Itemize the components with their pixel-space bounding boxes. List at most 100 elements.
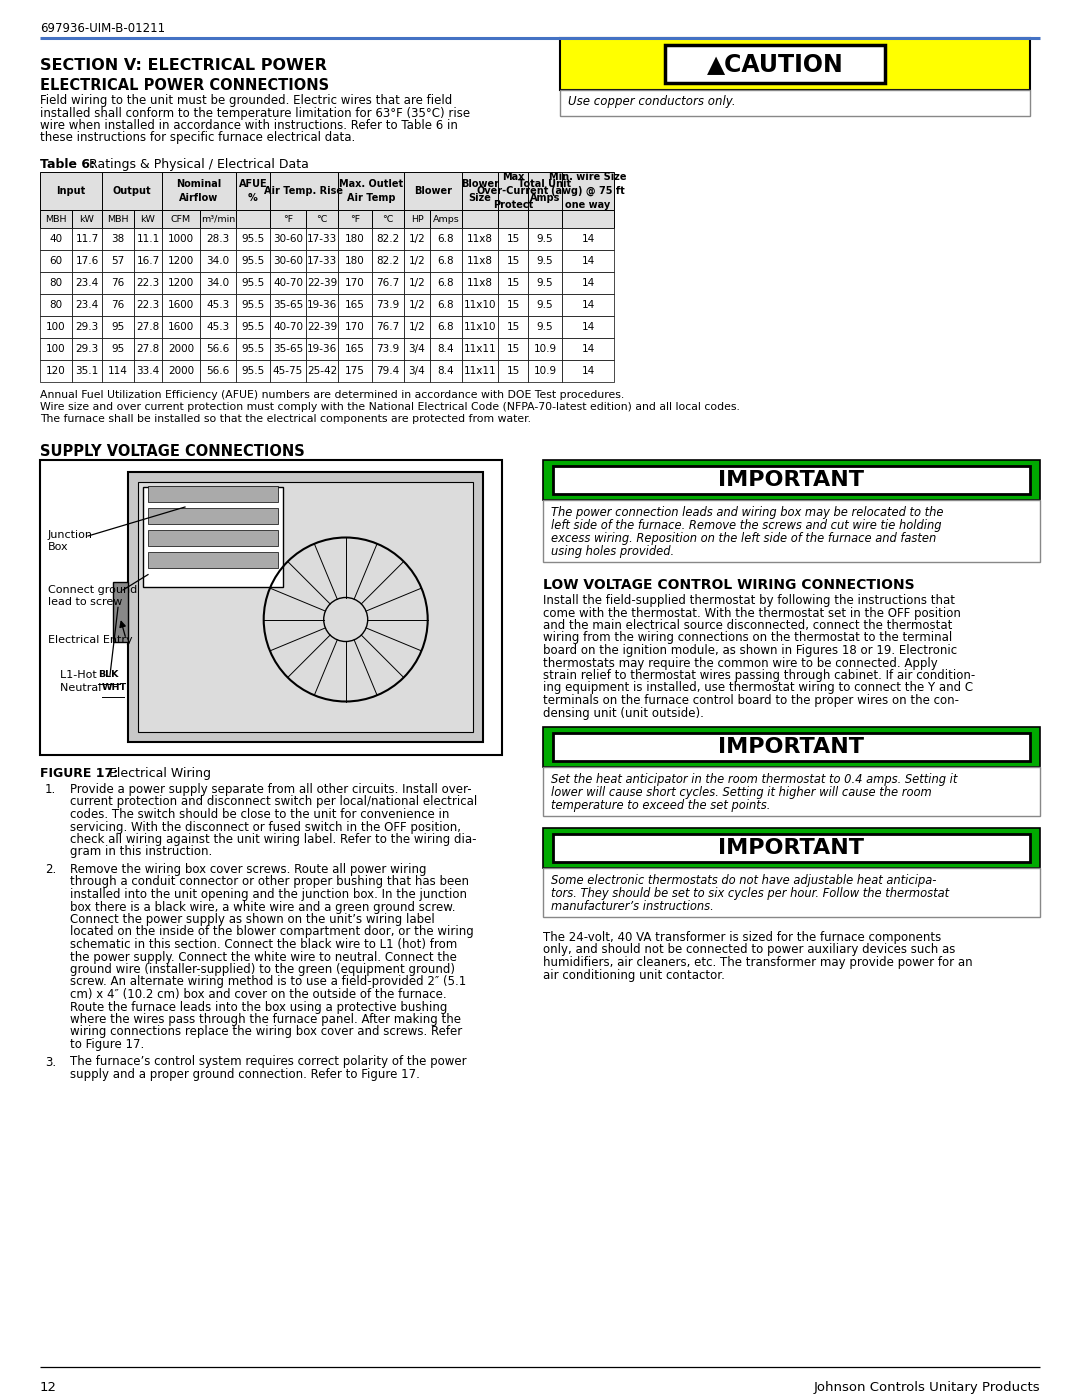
Bar	[72, 293, 102, 316]
Bar	[270, 228, 306, 250]
Text: air conditioning unit contactor.: air conditioning unit contactor.	[543, 968, 725, 982]
Bar	[72, 316, 102, 338]
Bar	[338, 272, 372, 293]
Text: Amps: Amps	[530, 193, 561, 203]
Bar	[553, 733, 1030, 761]
Text: 9.5: 9.5	[537, 256, 553, 265]
Bar	[498, 316, 528, 338]
Text: manufacturer’s instructions.: manufacturer’s instructions.	[551, 900, 714, 914]
Text: 1200: 1200	[167, 256, 194, 265]
Text: using holes provided.: using holes provided.	[551, 545, 674, 557]
Text: Route the furnace leads into the box using a protective bushing: Route the furnace leads into the box usi…	[70, 1000, 447, 1013]
Bar	[562, 172, 615, 210]
Bar	[498, 172, 528, 210]
Text: m³/min: m³/min	[201, 215, 235, 224]
Text: wire when installed in accordance with instructions. Refer to Table 6 in: wire when installed in accordance with i…	[40, 119, 458, 131]
Text: 56.6: 56.6	[206, 344, 230, 353]
Text: AFUE: AFUE	[239, 179, 268, 189]
Bar	[338, 210, 372, 228]
Bar	[134, 228, 162, 250]
Text: 8.4: 8.4	[437, 344, 455, 353]
Text: densing unit (unit outside).: densing unit (unit outside).	[543, 707, 704, 719]
Bar	[562, 338, 615, 360]
Text: The furnace’s control system requires correct polarity of the power: The furnace’s control system requires co…	[70, 1056, 467, 1069]
Text: where the wires pass through the furnace panel. After making the: where the wires pass through the furnace…	[70, 1013, 461, 1025]
Bar	[134, 210, 162, 228]
Text: 57: 57	[111, 256, 124, 265]
Text: Input: Input	[56, 186, 85, 196]
Text: IMPORTANT: IMPORTANT	[718, 469, 864, 490]
Text: 19-36: 19-36	[307, 344, 337, 353]
Text: only, and should not be connected to power auxiliary devices such as: only, and should not be connected to pow…	[543, 943, 956, 957]
Text: 14: 14	[581, 321, 595, 332]
Text: 11x10: 11x10	[463, 300, 496, 310]
Text: come with the thermostat. With the thermostat set in the OFF position: come with the thermostat. With the therm…	[543, 606, 961, 619]
Bar	[553, 834, 1030, 862]
Text: Use copper conductors only.: Use copper conductors only.	[568, 95, 735, 108]
Text: Some electronic thermostats do not have adjustable heat anticipa-: Some electronic thermostats do not have …	[551, 875, 936, 887]
Text: 82.2: 82.2	[376, 256, 400, 265]
Bar	[462, 272, 498, 293]
Bar	[306, 228, 338, 250]
Text: 180: 180	[346, 256, 365, 265]
Bar	[404, 250, 430, 272]
Text: servicing. With the disconnect or fused switch in the OFF position,: servicing. With the disconnect or fused …	[70, 820, 461, 834]
Text: 11x8: 11x8	[467, 278, 492, 288]
Bar	[404, 228, 430, 250]
Bar	[338, 293, 372, 316]
Bar	[162, 272, 200, 293]
Bar	[562, 272, 615, 293]
Text: 6.8: 6.8	[437, 300, 455, 310]
Bar	[162, 210, 200, 228]
Text: 80: 80	[50, 300, 63, 310]
Text: 14: 14	[581, 256, 595, 265]
Text: schematic in this section. Connect the black wire to L1 (hot) from: schematic in this section. Connect the b…	[70, 937, 457, 951]
Text: 1/2: 1/2	[408, 235, 426, 244]
Text: 9.5: 9.5	[537, 235, 553, 244]
Bar	[162, 338, 200, 360]
Text: 29.3: 29.3	[76, 321, 98, 332]
Bar	[270, 338, 306, 360]
Text: lower will cause short cycles. Setting it higher will cause the room: lower will cause short cycles. Setting i…	[551, 787, 932, 799]
Text: 23.4: 23.4	[76, 300, 98, 310]
Text: Install the field-supplied thermostat by following the instructions that: Install the field-supplied thermostat by…	[543, 594, 955, 608]
Bar	[270, 316, 306, 338]
Text: °C: °C	[316, 215, 327, 224]
Text: 73.9: 73.9	[376, 344, 400, 353]
Text: 10.9: 10.9	[534, 366, 556, 376]
Text: 1.: 1.	[45, 782, 56, 796]
Text: 2000: 2000	[167, 366, 194, 376]
Text: Table 6:: Table 6:	[40, 158, 95, 170]
Text: 6.8: 6.8	[437, 321, 455, 332]
Text: 6.8: 6.8	[437, 256, 455, 265]
Text: 120: 120	[46, 366, 66, 376]
Text: 2.: 2.	[45, 863, 56, 876]
Text: 35-65: 35-65	[273, 300, 303, 310]
Text: one way: one way	[565, 200, 610, 210]
Bar	[338, 250, 372, 272]
Bar	[404, 172, 462, 210]
Text: °F: °F	[350, 215, 360, 224]
Text: 9.5: 9.5	[537, 300, 553, 310]
Bar	[562, 228, 615, 250]
Text: 165: 165	[346, 300, 365, 310]
Text: Remove the wiring box cover screws. Route all power wiring: Remove the wiring box cover screws. Rout…	[70, 863, 427, 876]
Text: MBH: MBH	[107, 215, 129, 224]
Text: 8.4: 8.4	[437, 366, 455, 376]
Text: 11.7: 11.7	[76, 235, 98, 244]
Text: SUPPLY VOLTAGE CONNECTIONS: SUPPLY VOLTAGE CONNECTIONS	[40, 444, 305, 460]
Bar	[162, 172, 237, 210]
Text: 15: 15	[507, 321, 519, 332]
Bar	[462, 172, 498, 210]
Text: Connect ground: Connect ground	[48, 585, 137, 595]
Bar	[306, 250, 338, 272]
Bar	[528, 210, 562, 228]
Text: humidifiers, air cleaners, etc. The transformer may provide power for an: humidifiers, air cleaners, etc. The tran…	[543, 956, 973, 970]
Bar	[40, 293, 72, 316]
Bar	[665, 45, 885, 82]
Text: Blower: Blower	[414, 186, 453, 196]
Bar	[543, 460, 1040, 500]
Text: 170: 170	[346, 321, 365, 332]
Bar	[40, 316, 72, 338]
Bar	[237, 293, 270, 316]
